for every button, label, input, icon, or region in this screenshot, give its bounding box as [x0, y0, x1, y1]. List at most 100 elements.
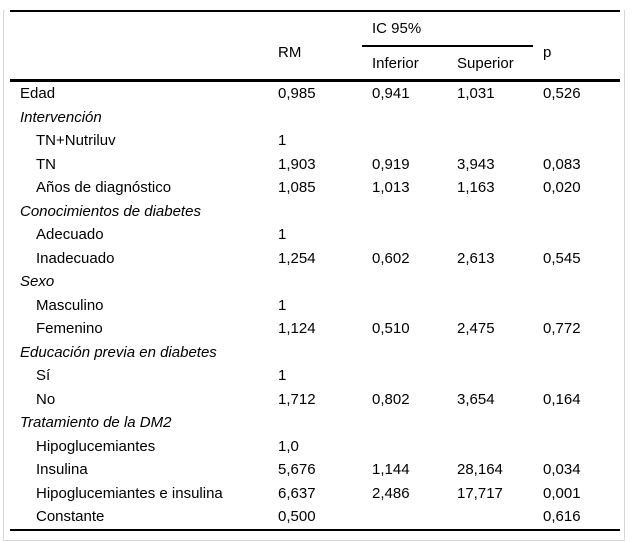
- inferior-value-cell: 0,602: [372, 249, 410, 267]
- rm-value-cell: 1,903: [278, 155, 316, 173]
- table-row: Edad 0,985 0,941 1,031 0,526: [10, 81, 620, 106]
- row-label-cell: Sí: [36, 367, 51, 385]
- superior-value-cell: [447, 364, 533, 388]
- table-row: Inadecuado 1,254 0,602 2,613 0,545: [10, 247, 620, 271]
- table-row: TN+Nutriluv 1: [10, 129, 620, 153]
- inferior-value-cell: [362, 106, 447, 130]
- table-row: Tratamiento de la DM2: [10, 411, 620, 435]
- p-value-cell: [533, 200, 620, 224]
- inferior-value-cell: [362, 505, 447, 530]
- inferior-value-cell: 1,144: [372, 461, 410, 479]
- table-row: Conocimientos de diabetes: [10, 200, 620, 224]
- row-label-cell: Masculino: [36, 296, 104, 314]
- superior-value-cell: 2,475: [457, 320, 495, 338]
- row-label-cell: Educación previa en diabetes: [20, 343, 217, 361]
- rm-value-cell: [268, 341, 362, 365]
- superior-value-cell: [447, 270, 533, 294]
- row-label-cell: Edad: [20, 85, 56, 103]
- superior-value-cell: 3,654: [457, 390, 495, 408]
- rm-value-cell: 1: [278, 226, 287, 244]
- inferior-value-cell: [362, 270, 447, 294]
- p-value-cell: 0,034: [543, 461, 581, 479]
- header-ic95: IC 95%: [362, 11, 534, 47]
- table-row: Insulina 5,676 1,144 28,164 0,034: [10, 458, 620, 482]
- p-value-cell: [533, 223, 620, 247]
- table-row: No 1,712 0,802 3,654 0,164: [10, 388, 620, 412]
- inferior-value-cell: 0,919: [372, 155, 410, 173]
- inferior-value-cell: [362, 435, 447, 459]
- inferior-value-cell: [362, 223, 447, 247]
- table-row: Educación previa en diabetes: [10, 341, 620, 365]
- table-row: Años de diagnóstico 1,085 1,013 1,163 0,020: [10, 176, 620, 200]
- header-p: p: [543, 43, 552, 61]
- row-label-cell: Hipoglucemiantes: [36, 437, 156, 455]
- row-label-cell: Hipoglucemiantes e insulina: [36, 484, 223, 502]
- p-value-cell: [533, 435, 620, 459]
- superior-value-cell: [447, 411, 533, 435]
- p-value-cell: 0,164: [543, 390, 581, 408]
- table-row: Adecuado 1: [10, 223, 620, 247]
- p-value-cell: [533, 129, 620, 153]
- p-value-cell: [533, 364, 620, 388]
- table-row: Sí 1: [10, 364, 620, 388]
- superior-value-cell: 17,717: [457, 484, 503, 502]
- header-row-2: Inferior Superior: [10, 46, 620, 81]
- row-label-cell: Femenino: [36, 320, 103, 338]
- row-label-cell: No: [36, 390, 56, 408]
- inferior-value-cell: [362, 364, 447, 388]
- row-label-cell: Inadecuado: [36, 249, 115, 267]
- superior-value-cell: 28,164: [457, 461, 503, 479]
- table-frame: [3, 10, 625, 541]
- inferior-value-cell: 0,941: [372, 85, 410, 103]
- header-variable-empty: [10, 11, 268, 81]
- p-value-cell: 0,526: [543, 85, 581, 103]
- row-label-cell: Constante: [36, 508, 105, 526]
- p-value-cell: [533, 341, 620, 365]
- header-row-1: RM IC 95% p: [10, 11, 620, 61]
- rm-value-cell: 0,500: [278, 508, 316, 526]
- table-row: Intervención: [10, 106, 620, 130]
- header-superior: Superior: [457, 54, 514, 72]
- row-label-cell: TN: [36, 155, 56, 173]
- header-inferior: Inferior: [372, 54, 419, 72]
- inferior-value-cell: 0,802: [372, 390, 410, 408]
- row-label-cell: Tratamiento de la DM2: [20, 414, 172, 432]
- p-value-cell: 0,020: [543, 179, 581, 197]
- inferior-value-cell: 1,013: [372, 179, 410, 197]
- rm-value-cell: 1,085: [278, 179, 316, 197]
- p-value-cell: [533, 270, 620, 294]
- table-row: Sexo: [10, 270, 620, 294]
- row-label-cell: Insulina: [36, 461, 88, 479]
- table-row: TN 1,903 0,919 3,943 0,083: [10, 153, 620, 177]
- row-label-cell: Conocimientos de diabetes: [20, 202, 201, 220]
- rm-value-cell: 0,985: [278, 85, 316, 103]
- inferior-value-cell: 2,486: [372, 484, 410, 502]
- superior-value-cell: 3,943: [457, 155, 495, 173]
- inferior-value-cell: 0,510: [372, 320, 410, 338]
- rm-value-cell: [268, 270, 362, 294]
- superior-value-cell: [447, 341, 533, 365]
- rm-value-cell: 1,0: [278, 437, 299, 455]
- inferior-value-cell: [362, 129, 447, 153]
- p-value-cell: 0,772: [543, 320, 581, 338]
- inferior-value-cell: [362, 411, 447, 435]
- rm-value-cell: 5,676: [278, 461, 316, 479]
- p-value-cell: 0,083: [543, 155, 581, 173]
- inferior-value-cell: [362, 294, 447, 318]
- superior-value-cell: 1,163: [457, 179, 495, 197]
- superior-value-cell: [447, 200, 533, 224]
- inferior-value-cell: [362, 200, 447, 224]
- header-rm: RM: [278, 43, 302, 61]
- table-header: RM IC 95% p Inferior Superior: [10, 11, 621, 81]
- superior-value-cell: [447, 505, 533, 530]
- superior-value-cell: [447, 129, 533, 153]
- rm-value-cell: 1: [278, 132, 287, 150]
- table-row: Femenino 1,124 0,510 2,475 0,772: [10, 317, 620, 341]
- row-label-cell: Años de diagnóstico: [36, 179, 172, 197]
- p-value-cell: 0,616: [543, 508, 581, 526]
- table-row: Masculino 1: [10, 294, 620, 318]
- p-value-cell: [533, 106, 620, 130]
- p-value-cell: [533, 294, 620, 318]
- rm-value-cell: 1: [278, 296, 287, 314]
